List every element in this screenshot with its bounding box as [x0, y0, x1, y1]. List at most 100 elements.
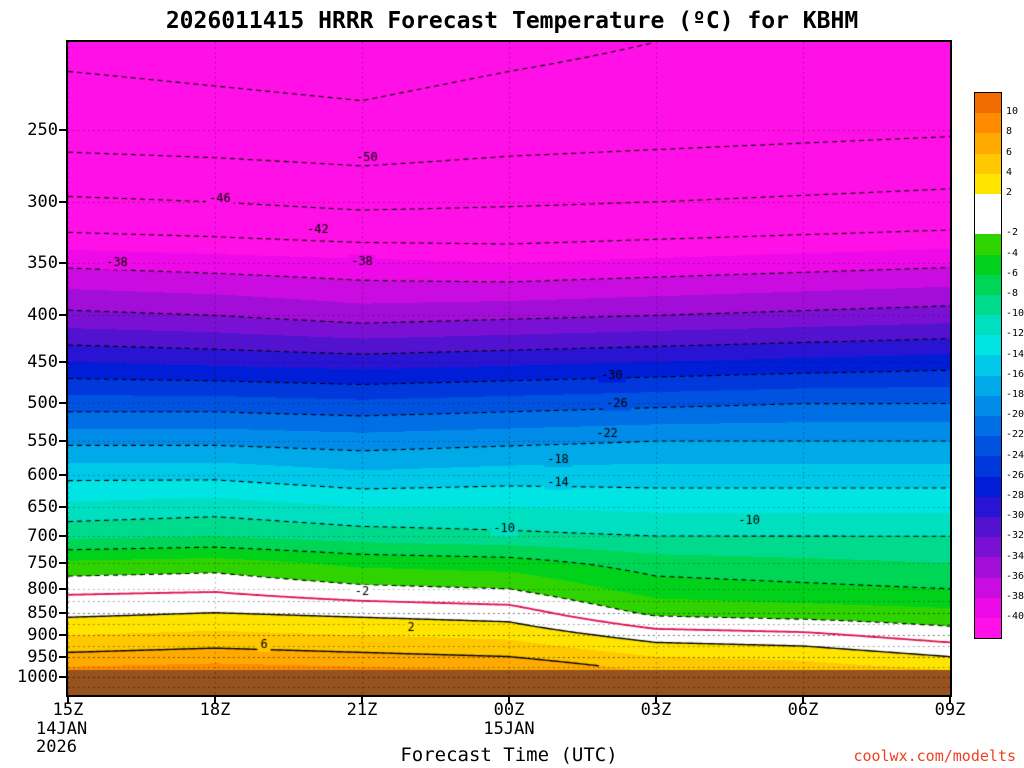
colorbar-segment	[975, 496, 1001, 517]
colorbar-segment	[975, 395, 1001, 417]
colorbar-segment	[975, 617, 1001, 639]
x-tick-label: 21Z	[346, 700, 378, 720]
colorbar-segment	[975, 133, 1001, 154]
colorbar-tick-label: -14	[1006, 348, 1024, 360]
x-axis-title: Forecast Time (UTC)	[400, 744, 618, 766]
colorbar-segment	[975, 537, 1001, 558]
colorbar-tick-label: -22	[1006, 429, 1024, 441]
colorbar-segment	[975, 315, 1001, 336]
x-axis-tick	[949, 697, 951, 704]
y-axis-tick	[59, 505, 66, 508]
x-axis-tick	[361, 697, 363, 704]
colorbar-tick-label: -12	[1006, 328, 1024, 340]
colorbar-tick-label: 4	[1006, 166, 1013, 178]
x-tick-label: 03Z	[640, 700, 672, 720]
y-tick-label: 400	[27, 305, 58, 326]
colorbar-tick-label: -18	[1006, 389, 1024, 400]
page-title: 2026011415 HRRR Forecast Temperature (ºC…	[165, 8, 859, 34]
plot-area	[66, 40, 952, 697]
colorbar-segment	[975, 456, 1001, 477]
y-axis-tick	[59, 675, 66, 678]
colorbar-tick-label: -24	[1006, 449, 1024, 461]
colorbar-tick-label: 10	[1006, 106, 1019, 118]
colorbar-segment	[975, 153, 1001, 174]
colorbar-segment	[975, 294, 1001, 316]
colorbar-tick-label: -32	[1006, 530, 1024, 542]
x-axis-tick	[214, 697, 216, 704]
x-tick-label: 15Z	[52, 700, 84, 720]
colorbar-tick-label: -6	[1006, 267, 1019, 279]
colorbar	[974, 92, 1002, 640]
watermark-link[interactable]: coolwx.com/modelts	[853, 747, 1016, 765]
colorbar-tick-label: -38	[1006, 591, 1024, 602]
y-tick-label: 500	[27, 393, 58, 414]
colorbar-tick-label: -2	[1006, 227, 1019, 239]
y-tick-label: 550	[27, 431, 58, 452]
y-tick-label: 650	[27, 496, 58, 517]
colorbar-tick-label: -40	[1006, 611, 1024, 623]
colorbar-segment	[975, 557, 1001, 578]
colorbar-tick-label: 2	[1006, 187, 1013, 198]
y-axis-tick	[59, 562, 66, 565]
y-tick-label: 250	[27, 120, 58, 141]
y-axis-tick	[59, 535, 66, 538]
y-tick-label: 450	[27, 351, 58, 372]
temperature-cross-section-canvas	[68, 42, 950, 695]
colorbar-tick-label: -16	[1006, 368, 1024, 380]
y-tick-label: 800	[27, 578, 58, 599]
y-axis-tick	[59, 440, 66, 443]
colorbar-tick-label: 6	[1006, 146, 1013, 158]
colorbar-tick-label: -10	[1006, 308, 1024, 320]
y-axis-tick	[59, 360, 66, 363]
colorbar-segment	[975, 577, 1001, 598]
x-axis-tick	[802, 697, 804, 704]
y-axis-tick	[59, 314, 66, 317]
x-date-label: 15JAN	[483, 719, 535, 739]
colorbar-segment	[975, 416, 1001, 437]
y-tick-label: 700	[27, 526, 58, 547]
x-axis-tick	[508, 697, 510, 704]
colorbar-tick-label: -26	[1006, 469, 1024, 481]
colorbar-segment	[975, 173, 1001, 194]
y-axis-tick	[59, 402, 66, 405]
y-tick-label: 750	[27, 553, 58, 574]
y-axis-tick	[59, 634, 66, 637]
colorbar-segment	[975, 113, 1001, 134]
x-date-label: 2026	[36, 737, 77, 757]
colorbar-segment	[975, 355, 1001, 376]
colorbar-segment	[975, 597, 1001, 618]
x-axis-tick	[67, 697, 69, 704]
y-tick-label: 600	[27, 465, 58, 486]
x-tick-label: 06Z	[787, 700, 819, 720]
colorbar-segment	[975, 375, 1001, 396]
colorbar-segment	[975, 436, 1001, 457]
colorbar-tick-label: -30	[1006, 510, 1024, 522]
colorbar-segment	[975, 193, 1001, 235]
colorbar-segment	[975, 254, 1001, 275]
y-tick-label: 950	[27, 646, 58, 667]
colorbar-segment	[975, 516, 1001, 538]
colorbar-segment	[975, 476, 1001, 497]
colorbar-tick-label: -36	[1006, 570, 1024, 582]
y-tick-label: 850	[27, 602, 58, 623]
x-tick-label: 18Z	[199, 700, 231, 720]
y-tick-label: 900	[27, 625, 58, 646]
x-tick-label: 00Z	[493, 700, 525, 720]
y-axis-tick	[59, 611, 66, 614]
colorbar-segment	[975, 274, 1001, 295]
y-axis-tick	[59, 474, 66, 477]
colorbar-segment	[975, 335, 1001, 356]
colorbar-tick-label: -20	[1006, 409, 1024, 421]
x-date-label: 14JAN	[36, 719, 88, 739]
colorbar-tick-label: 8	[1006, 126, 1013, 138]
colorbar-segment	[975, 93, 1001, 114]
colorbar-segment	[975, 234, 1001, 255]
y-tick-label: 300	[27, 191, 58, 212]
colorbar-tick-label: -34	[1006, 550, 1024, 562]
colorbar-tick-label: -28	[1006, 490, 1024, 501]
y-tick-label: 350	[27, 252, 58, 273]
y-axis-tick	[59, 200, 66, 203]
x-tick-label: 09Z	[934, 700, 966, 720]
y-axis-tick	[59, 655, 66, 658]
y-axis-tick	[59, 587, 66, 590]
